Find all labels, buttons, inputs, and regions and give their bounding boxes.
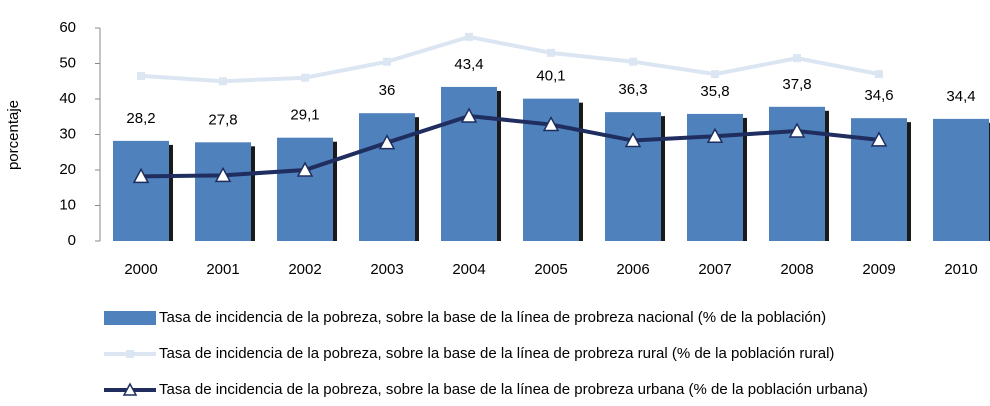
line: [140, 34, 880, 84]
data-label: 27,8: [208, 111, 237, 128]
bar: [605, 112, 661, 241]
x-tick-label: 2010: [944, 261, 977, 278]
legend-label: Tasa de incidencia de la pobreza, sobre …: [159, 309, 826, 326]
bar: [933, 118, 989, 241]
line: [140, 114, 880, 179]
x-tick-label: 2008: [780, 261, 813, 278]
x-tick-label: 2009: [862, 261, 895, 278]
marker: [629, 57, 637, 66]
marker: [219, 77, 227, 86]
marker: [542, 115, 560, 132]
y-tick-label: 60: [59, 19, 76, 36]
x-tick-label: 2006: [616, 261, 649, 278]
bar: [195, 142, 251, 241]
legend-marker: [126, 350, 134, 358]
y-axis-label: porcentaje: [5, 100, 22, 170]
y-tick-label: 40: [59, 90, 76, 107]
y-tick-label: 30: [59, 125, 76, 142]
marker: [547, 48, 555, 57]
legend-label: Tasa de incidencia de la pobreza, sobre …: [159, 345, 834, 362]
data-label: 28,2: [126, 110, 155, 127]
marker: [711, 70, 719, 79]
data-label: 37,8: [782, 76, 811, 93]
y-tick-label: 20: [59, 161, 76, 178]
data-label: 36: [379, 82, 396, 99]
marker: [137, 71, 145, 80]
marker: [383, 57, 391, 66]
marker: [788, 122, 806, 138]
x-tick-label: 2004: [452, 261, 485, 278]
x-tick-label: 2007: [698, 261, 731, 278]
marker: [301, 73, 309, 82]
marker: [624, 131, 642, 148]
legend-swatch: [104, 311, 156, 325]
bar: [277, 137, 333, 241]
marker: [465, 32, 473, 41]
marker: [460, 107, 478, 123]
marker: [214, 166, 232, 183]
x-tick-label: 2003: [370, 261, 403, 278]
y-tick-label: 10: [59, 196, 76, 213]
y-tick-label: 50: [59, 54, 76, 71]
marker: [870, 131, 888, 147]
data-label: 34,4: [946, 88, 975, 105]
marker: [132, 167, 150, 184]
marker: [875, 70, 883, 79]
data-label: 35,8: [700, 83, 729, 100]
legend-marker: [122, 382, 138, 396]
x-tick-label: 2000: [124, 261, 157, 278]
marker: [706, 127, 724, 144]
data-label: 29,1: [290, 107, 319, 124]
legend-label: Tasa de incidencia de la pobreza, sobre …: [159, 381, 868, 398]
marker: [793, 54, 801, 63]
data-label: 36,3: [618, 81, 647, 98]
data-label: 43,4: [454, 56, 483, 73]
bar: [113, 140, 169, 241]
y-tick-label: 0: [68, 232, 76, 249]
x-tick-label: 2002: [288, 261, 321, 278]
marker: [378, 134, 396, 150]
x-tick-label: 2001: [206, 261, 239, 278]
marker: [296, 161, 314, 177]
data-label: 34,6: [864, 87, 893, 104]
data-label: 40,1: [536, 68, 565, 85]
x-tick-label: 2005: [534, 261, 567, 278]
bar: [359, 113, 415, 241]
